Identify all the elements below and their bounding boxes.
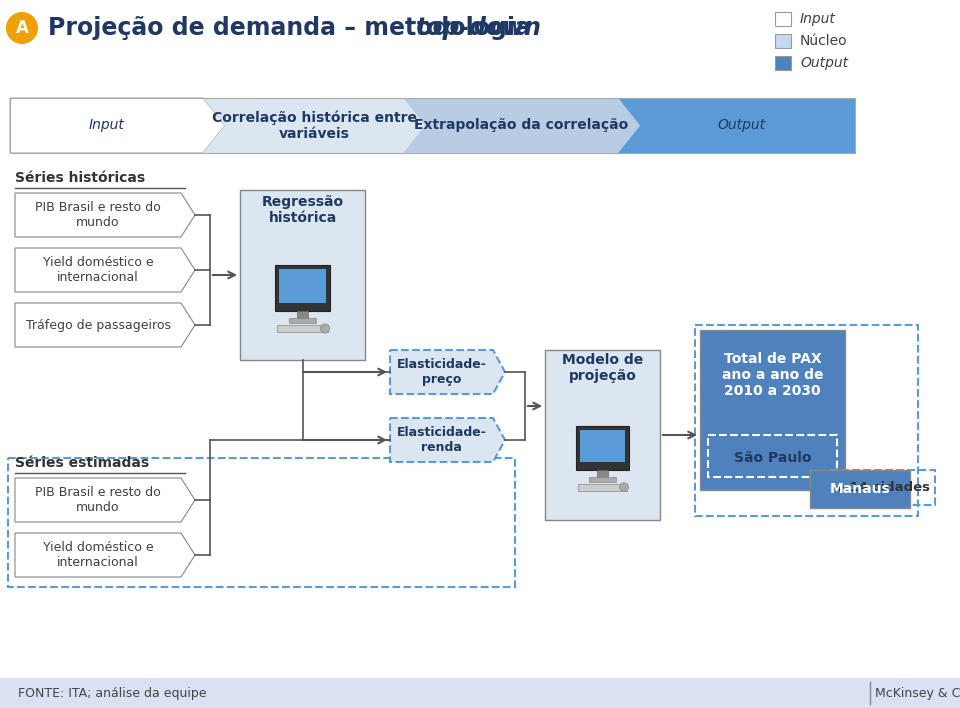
- Text: Tráfego de passageiros: Tráfego de passageiros: [26, 319, 171, 331]
- FancyBboxPatch shape: [597, 470, 608, 477]
- Text: FONTE: ITA; análise da equipe: FONTE: ITA; análise da equipe: [18, 687, 206, 700]
- Text: Correlação histórica entre
variáveis: Correlação histórica entre variáveis: [211, 110, 417, 141]
- FancyBboxPatch shape: [578, 484, 627, 491]
- Text: Total de PAX
ano a ano de
2010 a 2030: Total de PAX ano a ano de 2010 a 2030: [722, 352, 824, 398]
- Text: A: A: [15, 19, 29, 37]
- FancyBboxPatch shape: [289, 319, 316, 323]
- Text: Yield doméstico e
internacional: Yield doméstico e internacional: [42, 541, 154, 569]
- Text: PIB Brasil e resto do
mundo: PIB Brasil e resto do mundo: [36, 201, 161, 229]
- Text: Regressão
histórica: Regressão histórica: [261, 195, 344, 225]
- FancyBboxPatch shape: [700, 330, 845, 490]
- Polygon shape: [618, 98, 855, 153]
- Text: Elasticidade-
preço: Elasticidade- preço: [396, 358, 487, 386]
- FancyBboxPatch shape: [775, 56, 791, 70]
- Text: Projeção de demanda – metodologia: Projeção de demanda – metodologia: [48, 16, 540, 40]
- Text: + 14 cidades: + 14 cidades: [834, 481, 930, 494]
- Polygon shape: [15, 193, 195, 237]
- Polygon shape: [15, 533, 195, 577]
- Polygon shape: [390, 350, 505, 394]
- Text: Output: Output: [718, 118, 766, 132]
- Text: top-down: top-down: [416, 16, 542, 40]
- Text: São Paulo: São Paulo: [733, 451, 811, 465]
- Text: Elasticidade-
renda: Elasticidade- renda: [396, 426, 487, 454]
- Circle shape: [6, 12, 38, 44]
- Polygon shape: [203, 98, 425, 153]
- Text: Input: Input: [88, 118, 125, 132]
- FancyBboxPatch shape: [589, 477, 615, 482]
- FancyBboxPatch shape: [240, 190, 365, 360]
- Text: PIB Brasil e resto do
mundo: PIB Brasil e resto do mundo: [36, 486, 161, 514]
- Circle shape: [321, 324, 329, 333]
- Text: McKinsey & Company  |  15: McKinsey & Company | 15: [875, 687, 960, 700]
- Text: Yield doméstico e
internacional: Yield doméstico e internacional: [42, 256, 154, 284]
- FancyBboxPatch shape: [297, 311, 308, 319]
- FancyBboxPatch shape: [279, 269, 326, 303]
- Polygon shape: [15, 478, 195, 522]
- Polygon shape: [15, 248, 195, 292]
- Circle shape: [619, 483, 629, 491]
- FancyBboxPatch shape: [545, 350, 660, 520]
- FancyBboxPatch shape: [775, 12, 791, 26]
- Text: Modelo de
projeção: Modelo de projeção: [562, 353, 643, 383]
- Text: Input: Input: [800, 12, 836, 26]
- FancyBboxPatch shape: [277, 325, 327, 332]
- Polygon shape: [390, 418, 505, 462]
- Text: Output: Output: [800, 56, 848, 70]
- FancyBboxPatch shape: [275, 265, 330, 311]
- Polygon shape: [10, 98, 225, 153]
- Polygon shape: [15, 303, 195, 347]
- Text: Séries históricas: Séries históricas: [15, 171, 145, 185]
- Polygon shape: [403, 98, 640, 153]
- FancyBboxPatch shape: [810, 470, 910, 508]
- FancyBboxPatch shape: [576, 426, 629, 470]
- FancyBboxPatch shape: [775, 34, 791, 48]
- Text: Núcleo: Núcleo: [800, 34, 848, 48]
- Text: Séries estimadas: Séries estimadas: [15, 456, 149, 470]
- Text: Extrapolação da correlação: Extrapolação da correlação: [415, 118, 629, 132]
- FancyBboxPatch shape: [0, 678, 960, 708]
- Text: Manaus: Manaus: [829, 482, 890, 496]
- FancyBboxPatch shape: [580, 430, 625, 462]
